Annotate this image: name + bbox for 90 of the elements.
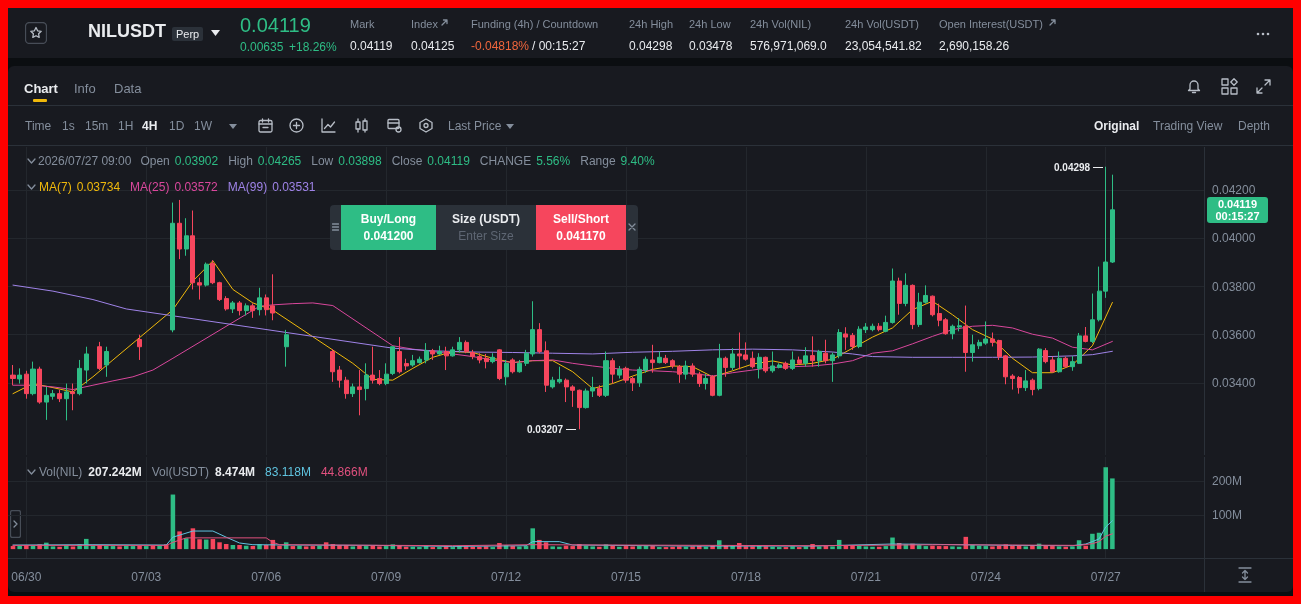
annotation: 0.04119 (427, 154, 470, 169)
text: 24h Low (689, 17, 731, 31)
text: Data (114, 81, 142, 97)
annotation: 0.04298 (1054, 161, 1091, 174)
annotation: 9.40% (620, 154, 655, 169)
annotation: 0.04265 (257, 154, 302, 169)
annotation: Sell/Short (552, 210, 609, 228)
annotation: 0.03902 (174, 154, 219, 169)
annotation: 0.03572 (174, 180, 218, 195)
annotation: High (228, 154, 253, 169)
x-tick-label: 07/24 (970, 570, 1002, 584)
price-tag: 0.04119 00:15:27 (1207, 197, 1268, 223)
annotation: 0.03734 (76, 180, 121, 195)
text: 0.04119 (350, 39, 393, 54)
x-tick-label: 06/30 (11, 570, 42, 584)
text: Info (74, 81, 96, 97)
text: 24h High (629, 17, 674, 31)
text: 1W (194, 119, 212, 134)
text: 1H (118, 119, 134, 134)
x-tick-label: 07/03 (131, 570, 162, 584)
y-tick-label: 0.03800 (1212, 279, 1256, 294)
y-tick-label: 0.03400 (1212, 375, 1256, 390)
text: Index (411, 17, 438, 31)
text: 15m (85, 119, 109, 134)
annotation: Vol(USDT) (151, 465, 210, 480)
annotation: Size (USDT) (451, 210, 520, 228)
annotation: CHANGE (479, 154, 532, 169)
text: Chart (24, 81, 58, 97)
annotation: Low (311, 154, 334, 169)
y-tick-label: 0.04000 (1212, 231, 1256, 246)
annotation: 0.03531 (272, 180, 316, 195)
text: 1D (169, 119, 185, 134)
annotation: 0.03898 (338, 154, 382, 169)
annotation: Vol(NIL) (39, 465, 83, 480)
text: Funding (4h) / Countdown (471, 17, 599, 31)
annotation: Enter Size (458, 227, 514, 245)
x-tick-label: 07/21 (850, 570, 882, 584)
text: 0.04125 (411, 39, 455, 54)
text: 0.04298 (629, 39, 673, 54)
size-input: Size (USDT) Enter Size (436, 205, 536, 250)
buy-button: Buy/Long 0.041200 (341, 205, 436, 250)
text: -0.04818% (471, 39, 530, 54)
annotation: 8.474M (215, 465, 256, 480)
text: Mark (350, 17, 375, 31)
text: 0.03478 (689, 39, 733, 54)
text: MA(7) (39, 180, 72, 195)
annotation: 207.242M (88, 465, 142, 480)
annotation: Buy/Long (360, 210, 417, 228)
annotation: 44.866M (320, 465, 368, 480)
annotation: 5.56% (536, 154, 571, 169)
text: Time (25, 119, 52, 134)
sell-button: Sell/Short 0.041170 (536, 205, 626, 250)
annotation: 83.118M (265, 465, 311, 480)
chart-title: NILUSDT (88, 21, 166, 42)
text: 23,054,541.82 (845, 39, 922, 54)
text: Last Price (448, 119, 502, 134)
annotation: 0.03207 (527, 423, 564, 436)
annotation: Close (391, 154, 423, 169)
text: 0.04119 (240, 14, 311, 37)
annotation: Open (140, 154, 170, 169)
x-tick-label: 07/18 (730, 570, 762, 584)
text: 0.00635 (240, 40, 284, 55)
text: 576,971,069.0 (750, 39, 827, 54)
x-tick-label: 07/09 (371, 570, 402, 584)
text: Perp (172, 27, 204, 41)
text: MA(25) (130, 180, 170, 195)
text: 4H (142, 119, 158, 134)
x-tick-label: 07/27 (1090, 570, 1122, 584)
text: 24h Vol(NIL) (750, 17, 812, 31)
y-tick-label: 0.03600 (1212, 327, 1256, 342)
annotation: 0.041200 (363, 227, 414, 245)
text: 1s (62, 119, 75, 134)
text: Original (1094, 119, 1140, 134)
annotation: Range (580, 154, 616, 169)
y-tick-label: 200M (1212, 473, 1243, 488)
x-tick-label: 07/06 (251, 570, 282, 584)
x-tick-label: 07/12 (491, 570, 522, 584)
text: 2,690,158.26 (939, 39, 1010, 54)
x-tick-label: 07/15 (610, 570, 642, 584)
text: Open Interest(USDT) (939, 17, 1043, 31)
text: Depth (1238, 119, 1271, 134)
annotation: 0.041170 (556, 227, 606, 245)
annotation: 2026/07/27 09:00 (38, 154, 132, 169)
y-tick-label: 100M (1212, 508, 1243, 523)
text: 24h Vol(USDT) (845, 17, 919, 31)
text: +18.26% (289, 40, 337, 55)
text: MA(99) (227, 180, 268, 195)
text: / 00:15:27 (532, 39, 586, 54)
text: Trading View (1153, 119, 1223, 134)
y-tick-label: 0.04200 (1212, 183, 1256, 198)
